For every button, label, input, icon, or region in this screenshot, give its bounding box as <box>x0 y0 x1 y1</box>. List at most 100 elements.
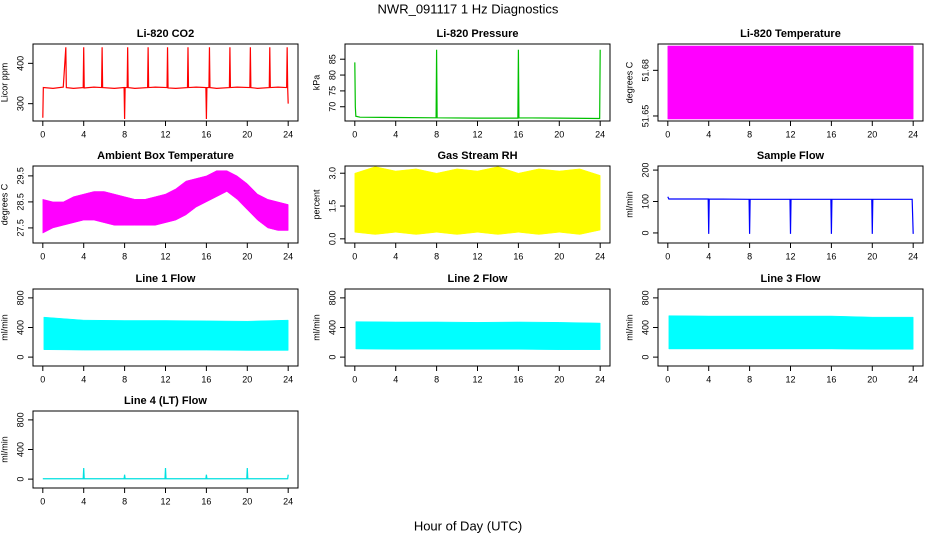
y-tick-label: 300 <box>15 96 25 111</box>
x-tick-label: 24 <box>908 374 918 384</box>
x-tick-label: 20 <box>242 251 252 261</box>
data-band <box>355 321 601 350</box>
y-tick-label: 29.5 <box>15 167 25 185</box>
x-tick-label: 20 <box>554 374 564 384</box>
y-tick-label: 51.65 <box>640 105 650 128</box>
x-tick-label: 12 <box>160 374 170 384</box>
data-band <box>43 316 289 351</box>
x-tick-label: 20 <box>554 129 564 139</box>
x-tick-label: 8 <box>122 496 127 506</box>
data-band <box>42 170 289 234</box>
y-axis-label: degrees C <box>0 183 9 225</box>
panel-title: Li-820 Temperature <box>740 28 841 40</box>
x-tick-label: 24 <box>595 374 605 384</box>
y-axis-label: Licor ppm <box>0 63 9 103</box>
panel-title: Ambient Box Temperature <box>97 150 234 162</box>
x-tick-label: 20 <box>867 129 877 139</box>
y-axis-label: ml/min <box>0 436 9 463</box>
y-tick-label: 400 <box>15 56 25 71</box>
data-line <box>42 47 289 119</box>
data-line <box>354 49 601 120</box>
panel-title: Line 4 (LT) Flow <box>124 395 207 407</box>
y-tick-label: 27.5 <box>15 219 25 237</box>
data-band <box>668 315 914 350</box>
data-line <box>42 467 289 480</box>
y-tick-label: 800 <box>327 290 337 305</box>
x-tick-label: 8 <box>434 251 439 261</box>
y-tick-label: 200 <box>640 163 650 178</box>
x-tick-label: 24 <box>595 129 605 139</box>
y-axis-label: ml/min <box>311 314 321 341</box>
y-tick-label: 400 <box>640 320 650 335</box>
x-tick-label: 12 <box>160 129 170 139</box>
x-tick-label: 8 <box>122 374 127 384</box>
y-tick-label: 800 <box>15 412 25 427</box>
y-tick-label: 800 <box>640 290 650 305</box>
x-tick-label: 4 <box>706 251 711 261</box>
x-tick-label: 0 <box>665 251 670 261</box>
y-tick-label: 100 <box>640 194 650 209</box>
x-tick-label: 0 <box>40 251 45 261</box>
x-tick-label: 12 <box>472 251 482 261</box>
y-tick-label: 0 <box>15 355 25 360</box>
y-axis-label: kPa <box>311 75 321 91</box>
plot-frame <box>32 43 299 122</box>
x-tick-label: 24 <box>283 251 293 261</box>
x-tick-label: 20 <box>242 496 252 506</box>
x-tick-label: 12 <box>785 129 795 139</box>
y-axis-label: ml/min <box>624 314 634 341</box>
y-tick-label: 0.0 <box>327 233 337 246</box>
x-tick-label: 20 <box>242 129 252 139</box>
x-tick-label: 20 <box>867 374 877 384</box>
panel-title: Sample Flow <box>757 150 825 162</box>
y-tick-label: 0 <box>640 230 650 235</box>
x-tick-label: 16 <box>826 374 836 384</box>
x-tick-label: 4 <box>706 374 711 384</box>
x-tick-label: 12 <box>785 374 795 384</box>
data-band <box>667 45 914 120</box>
panel-title: Li-820 CO2 <box>137 28 194 40</box>
x-tick-label: 16 <box>201 251 211 261</box>
x-tick-label: 4 <box>393 251 398 261</box>
y-tick-label: 1.5 <box>327 200 337 213</box>
x-tick-label: 16 <box>201 374 211 384</box>
x-tick-label: 0 <box>352 129 357 139</box>
x-tick-label: 0 <box>665 129 670 139</box>
x-tick-label: 0 <box>352 374 357 384</box>
panel-title: Line 1 Flow <box>136 273 196 285</box>
plot-frame <box>344 43 611 122</box>
x-tick-label: 24 <box>595 251 605 261</box>
y-tick-label: 800 <box>15 290 25 305</box>
x-tick-label: 24 <box>283 496 293 506</box>
x-axis-label: Hour of Day (UTC) <box>414 518 522 533</box>
y-tick-label: 80 <box>327 70 337 80</box>
panel-title: Line 2 Flow <box>448 273 508 285</box>
y-tick-label: 400 <box>15 442 25 457</box>
x-tick-label: 16 <box>513 129 523 139</box>
x-tick-label: 8 <box>747 129 752 139</box>
x-tick-label: 24 <box>283 129 293 139</box>
data-line <box>667 196 914 234</box>
x-tick-label: 8 <box>747 251 752 261</box>
x-tick-label: 4 <box>706 129 711 139</box>
x-tick-label: 16 <box>201 129 211 139</box>
y-tick-label: 400 <box>327 320 337 335</box>
x-tick-label: 4 <box>393 374 398 384</box>
y-tick-label: 70 <box>327 102 337 112</box>
x-tick-label: 0 <box>665 374 670 384</box>
x-tick-label: 0 <box>40 374 45 384</box>
x-tick-label: 24 <box>283 374 293 384</box>
x-tick-label: 24 <box>908 129 918 139</box>
x-tick-label: 16 <box>513 374 523 384</box>
x-tick-label: 4 <box>81 374 86 384</box>
y-tick-label: 85 <box>327 54 337 64</box>
panel-title: Li-820 Pressure <box>437 28 519 40</box>
x-tick-label: 8 <box>122 251 127 261</box>
x-tick-label: 0 <box>40 129 45 139</box>
y-tick-label: 28.5 <box>15 193 25 211</box>
panel-title: Gas Stream RH <box>437 150 517 162</box>
y-tick-label: 0 <box>15 477 25 482</box>
x-tick-label: 8 <box>434 374 439 384</box>
x-tick-label: 0 <box>352 251 357 261</box>
